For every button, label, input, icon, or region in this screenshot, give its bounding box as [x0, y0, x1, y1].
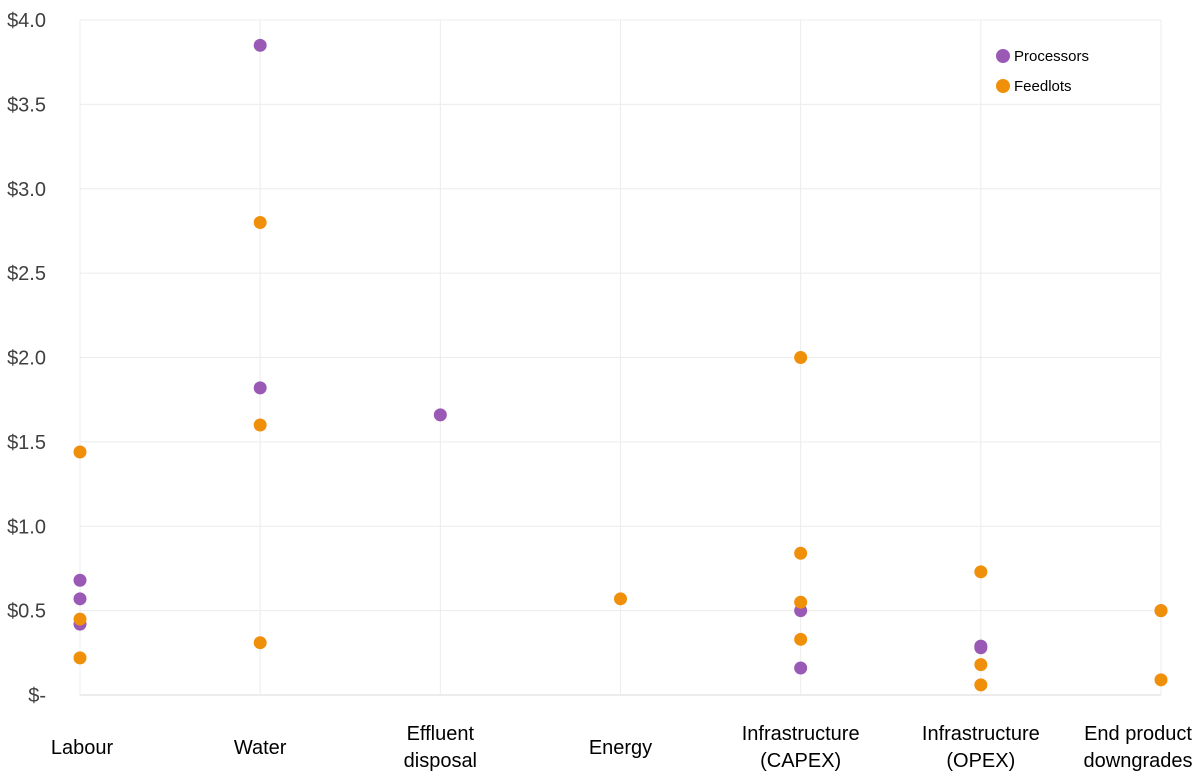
- data-point-processors: [974, 641, 988, 655]
- data-point-feedlots: [794, 546, 808, 560]
- category-label: Effluent disposal: [404, 723, 477, 772]
- category-label: End product downgrades: [1084, 723, 1193, 772]
- y-tick-label: $4.0: [7, 10, 46, 32]
- y-tick-label: $1.5: [7, 432, 46, 454]
- data-point-processors: [73, 592, 87, 606]
- category-label-line: Water: [234, 737, 287, 759]
- x-axis-category-labels: Labour Water Effluent disposal Energy Infrast…: [51, 723, 1193, 772]
- y-tick-label: $3.0: [7, 179, 46, 201]
- data-point-processors: [253, 381, 267, 395]
- data-point-processors: [433, 408, 447, 422]
- data-point-feedlots: [974, 678, 988, 692]
- data-point-feedlots: [73, 651, 87, 665]
- category-label: Infrastructure (OPEX): [922, 723, 1040, 772]
- data-point-feedlots: [253, 636, 267, 650]
- category-label-line: Infrastructure: [922, 723, 1040, 745]
- y-tick-label: $3.5: [7, 94, 46, 116]
- legend-marker-processors: [996, 49, 1010, 63]
- y-tick-label: $2.5: [7, 263, 46, 285]
- category-label-line: (OPEX): [946, 750, 1015, 772]
- data-point-processors: [253, 38, 267, 52]
- data-point-feedlots: [1154, 673, 1168, 687]
- data-point-feedlots: [974, 658, 988, 672]
- data-point-feedlots: [794, 351, 808, 364]
- category-label: Labour: [51, 737, 114, 759]
- data-point-processors: [794, 661, 808, 675]
- category-label-line: downgrades: [1084, 750, 1193, 772]
- data-point-processors: [73, 573, 87, 587]
- data-points: [73, 38, 1168, 692]
- category-label-line: disposal: [404, 750, 477, 772]
- data-point-feedlots: [73, 445, 87, 459]
- category-label: Infrastructure (CAPEX): [742, 723, 860, 772]
- data-point-feedlots: [253, 418, 267, 432]
- y-tick-label: $0.5: [7, 601, 46, 623]
- data-point-feedlots: [1154, 604, 1168, 618]
- category-label-line: Energy: [589, 737, 652, 759]
- legend-label-feedlots: Feedlots: [1014, 78, 1072, 95]
- category-label-line: Labour: [51, 737, 114, 759]
- category-label-line: Infrastructure: [742, 723, 860, 745]
- y-axis-tick-labels: $- $0.5 $1.0 $1.5 $2.0 $2.5 $3.0 $3.5 $4.0: [7, 10, 46, 707]
- y-tick-label: $1.0: [7, 516, 46, 538]
- category-label-line: End product: [1084, 723, 1192, 745]
- data-point-feedlots: [73, 612, 87, 626]
- y-tick-label: $2.0: [7, 348, 46, 370]
- data-point-feedlots: [614, 592, 627, 606]
- category-label: Water: [234, 737, 287, 759]
- category-label-line: (CAPEX): [760, 750, 841, 772]
- data-point-feedlots: [794, 632, 808, 646]
- category-label-line: Effluent: [407, 723, 475, 745]
- legend: Processors Feedlots: [996, 48, 1089, 95]
- category-label: Energy: [589, 737, 652, 759]
- legend-marker-feedlots: [996, 79, 1010, 93]
- data-point-feedlots: [794, 595, 808, 609]
- data-point-feedlots: [253, 216, 267, 229]
- legend-label-processors: Processors: [1014, 48, 1089, 65]
- data-point-feedlots: [974, 565, 988, 579]
- y-tick-label: $-: [28, 685, 46, 707]
